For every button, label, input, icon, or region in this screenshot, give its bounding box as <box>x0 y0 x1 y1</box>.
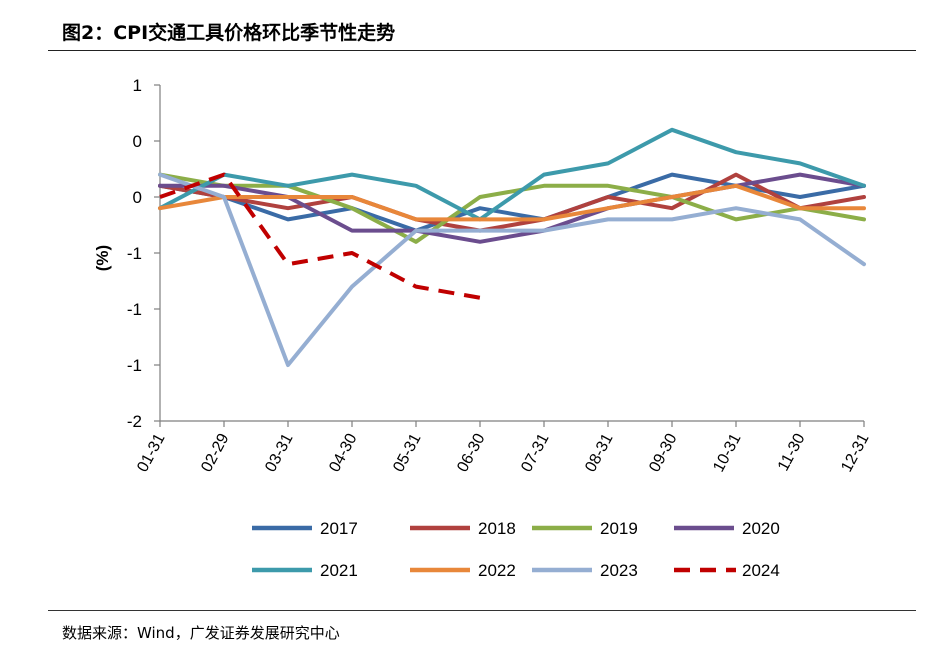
x-tick-label: 04-30 <box>326 431 360 475</box>
legend-label-2021: 2021 <box>320 561 358 580</box>
x-tick-label: 02-29 <box>198 431 232 475</box>
y-tick-label: 1 <box>133 76 142 95</box>
x-tick-label: 12-31 <box>838 431 872 475</box>
y-tick-label: -2 <box>127 412 142 431</box>
series-line-2021 <box>158 127 866 222</box>
legend-label-2018: 2018 <box>478 519 516 538</box>
x-tick-label: 11-30 <box>775 431 809 474</box>
legend-label-2022: 2022 <box>478 561 516 580</box>
legend-label-2024: 2024 <box>742 561 780 580</box>
x-tick-label: 01-31 <box>134 431 168 475</box>
y-tick-label: -1 <box>127 300 142 319</box>
series-line-2023 <box>158 172 866 367</box>
title-divider <box>48 50 916 51</box>
series-lines <box>158 127 866 367</box>
x-tick-label: 03-31 <box>262 431 296 475</box>
footer-divider <box>48 610 916 611</box>
y-axis-title: (%) <box>93 245 112 271</box>
series-line-2018 <box>158 172 866 233</box>
x-tick-label: 09-30 <box>646 431 680 475</box>
x-tick-label: 06-30 <box>454 431 488 475</box>
y-tick-label: 0 <box>133 188 142 207</box>
source-note: 数据来源：Wind，广发证券发展研究中心 <box>62 624 340 642</box>
x-tick-label: 10-31 <box>710 431 744 475</box>
legend-label-2019: 2019 <box>600 519 638 538</box>
series-line-2022 <box>158 183 866 222</box>
legend-label-2017: 2017 <box>320 519 358 538</box>
legend-label-2020: 2020 <box>742 519 780 538</box>
y-tick-label: -1 <box>127 356 142 375</box>
axes: 1 0 0 -1 -1 -1 -201-31 02-29 03-31 04-30 05-31 06-3… <box>93 76 873 475</box>
chart-title: 图2：CPI交通工具价格环比季节性走势 <box>62 22 396 44</box>
legend-label-2023: 2023 <box>600 561 638 580</box>
y-tick-label: 0 <box>133 132 142 151</box>
legend: 2017 2018 2019 2020 2021 2022 2023 2024 <box>252 519 780 580</box>
line-chart: 1 0 0 -1 -1 -1 -201-31 02-29 03-31 04-30 05-31 06-3… <box>93 76 873 580</box>
series-line-2024 <box>159 172 481 300</box>
x-tick-label: 07-31 <box>518 431 552 475</box>
y-tick-label: -1 <box>127 244 142 263</box>
x-tick-label: 05-31 <box>390 431 424 475</box>
x-tick-label: 08-31 <box>582 431 616 475</box>
